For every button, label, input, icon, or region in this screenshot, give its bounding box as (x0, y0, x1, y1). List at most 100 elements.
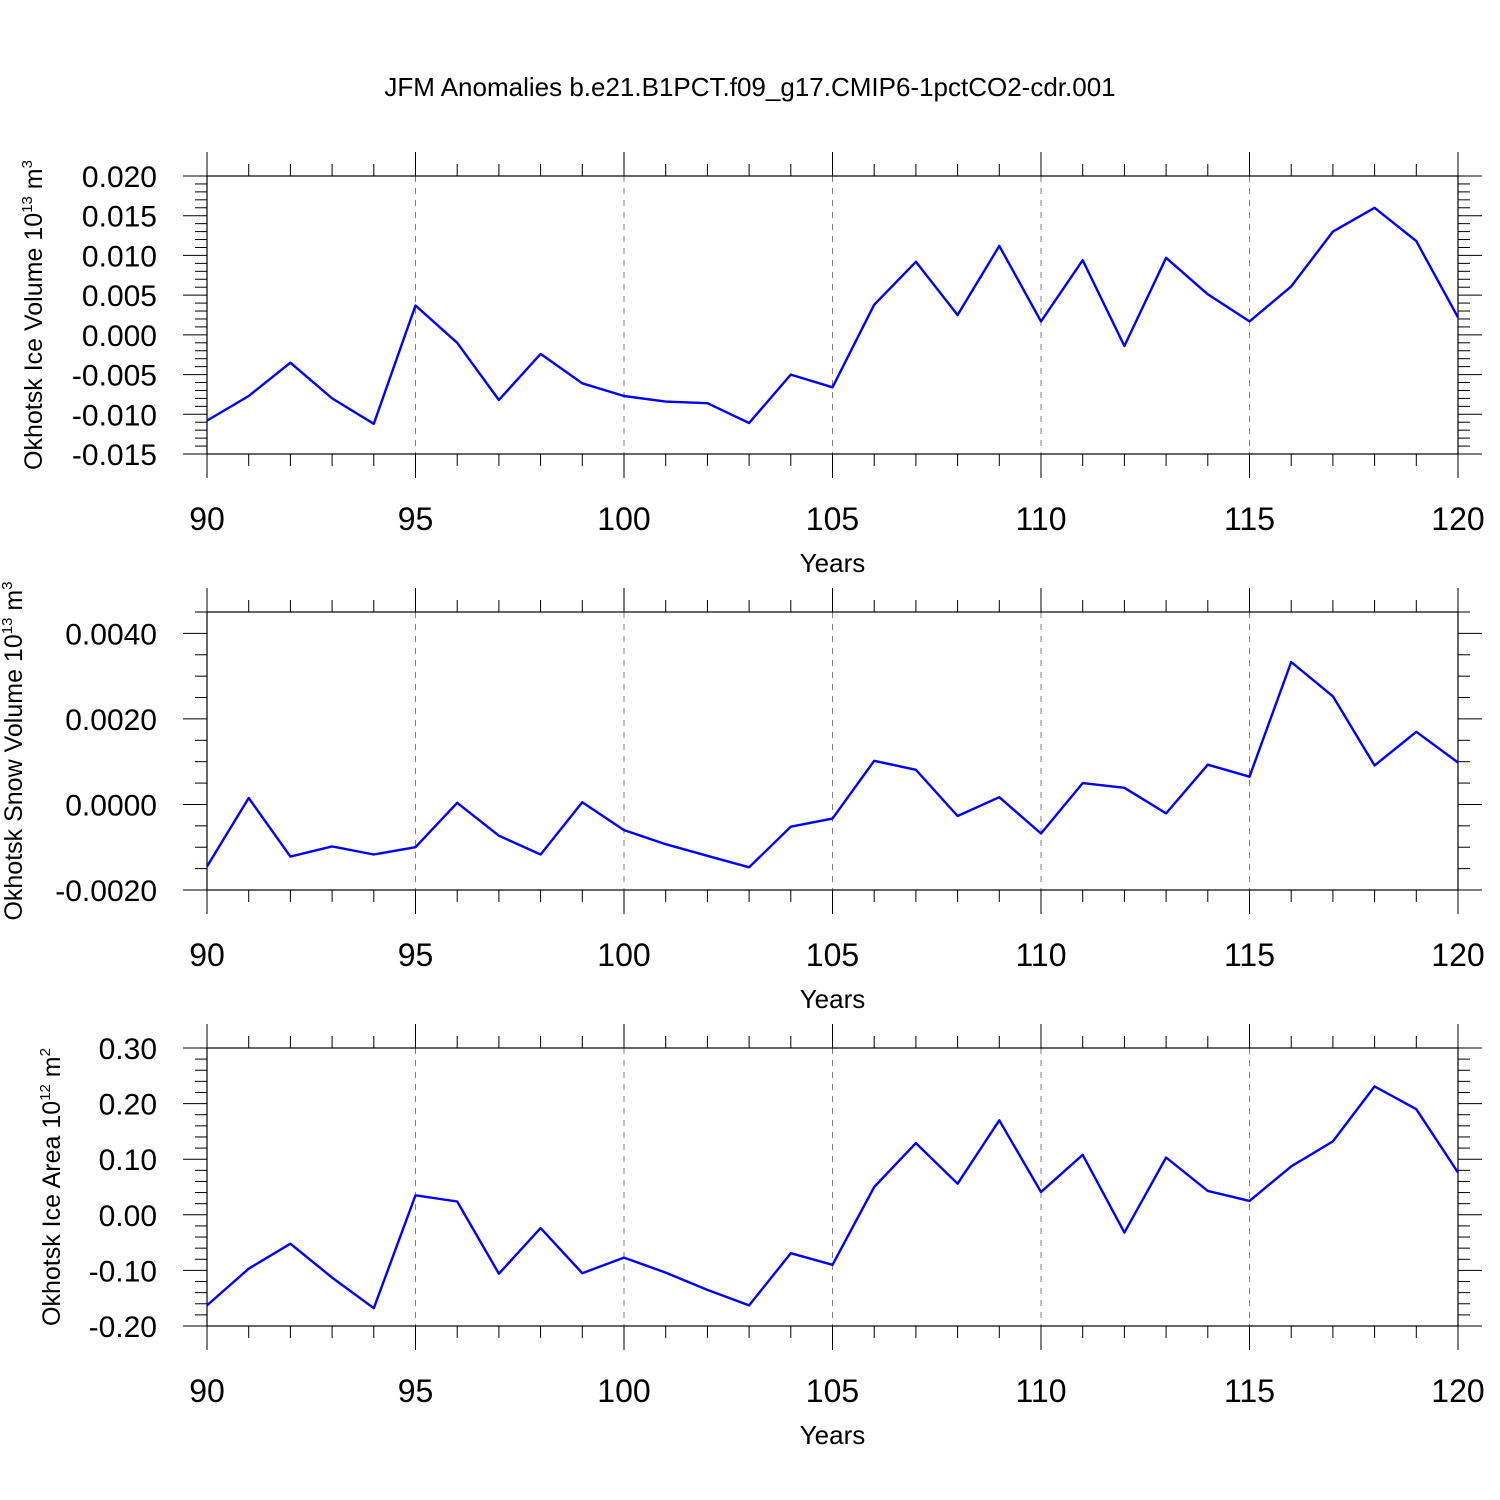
x-tick-label: 115 (1224, 501, 1275, 537)
y-tick-label: 0.0000 (65, 789, 157, 822)
data-point (1164, 256, 1168, 260)
x-tick-label: 105 (806, 501, 859, 537)
x-tick-label: 105 (806, 1373, 859, 1409)
data-point (1206, 292, 1210, 296)
data-point (831, 385, 835, 389)
data-point (1289, 284, 1293, 288)
y-axis-title: Okhotsk Ice Area 1012 m2 (37, 1048, 66, 1326)
data-point (914, 768, 918, 772)
data-point (997, 1118, 1001, 1122)
y-tick-label: 0.015 (82, 201, 157, 234)
data-point (414, 845, 418, 849)
data-point (1289, 660, 1293, 664)
data-point (1122, 786, 1126, 790)
data-point (789, 825, 793, 829)
data-point (1414, 239, 1418, 243)
data-point (789, 1251, 793, 1255)
data-point (747, 1303, 751, 1307)
data-point (1122, 1231, 1126, 1235)
ice-volume-panel: 90 95 100 105 110 115 120 Years -0.015 -0.010 -0.0… (19, 152, 1485, 578)
data-point (1122, 344, 1126, 348)
data-point (1248, 1199, 1252, 1203)
x-tick-label: 100 (597, 937, 650, 973)
series-line (206, 1085, 1460, 1310)
data-point (455, 801, 459, 805)
data-point (664, 1271, 668, 1275)
x-axis-title: Years (800, 548, 866, 578)
data-point (705, 401, 709, 405)
snow-volume-panel: 90 95 100 105 110 115 120 Years -0.0020 0.0000 0.0… (0, 581, 1485, 1014)
x-tick-label: 90 (189, 501, 225, 537)
data-point (455, 1199, 459, 1203)
x-tick-label: 110 (1015, 937, 1066, 973)
x-tick-label: 90 (189, 937, 225, 973)
figure-title: JFM Anomalies b.e21.B1PCT.f09_g17.CMIP6-… (384, 72, 1116, 102)
data-point (372, 422, 376, 426)
data-point (664, 400, 668, 404)
data-point (789, 373, 793, 377)
data-point (497, 1272, 501, 1276)
data-point (1039, 1190, 1043, 1194)
y-tick-label: 0.005 (82, 280, 157, 313)
data-point (831, 1263, 835, 1267)
data-point (747, 421, 751, 425)
data-point (1039, 832, 1043, 836)
data-point (288, 361, 292, 365)
data-point (1456, 315, 1460, 319)
data-point (414, 1193, 418, 1197)
data-point (872, 759, 876, 763)
y-tick-label: 0.0020 (65, 704, 157, 737)
data-point (539, 352, 543, 356)
data-point (1414, 730, 1418, 734)
x-tick-label: 90 (189, 1373, 225, 1409)
ice-area-panel: 90 95 100 105 110 115 120 Years -0.20 -0.10 0.00 0.… (37, 1024, 1485, 1450)
x-tick-label: 105 (806, 937, 859, 973)
y-tick-label: -0.20 (89, 1311, 157, 1344)
y-tick-label: -0.015 (72, 439, 157, 472)
y-axis-title: Okhotsk Ice Volume 1013 m3 (19, 160, 48, 470)
data-point (330, 1276, 334, 1280)
data-point (956, 1182, 960, 1186)
y-tick-label: 0.0040 (65, 618, 157, 651)
data-point (956, 814, 960, 818)
data-point (831, 817, 835, 821)
data-point (205, 419, 209, 423)
data-point (414, 303, 418, 307)
data-point (1206, 1189, 1210, 1193)
data-point (1331, 1139, 1335, 1143)
y-tick-label: 0.20 (99, 1089, 157, 1122)
data-point (747, 865, 751, 869)
y-tick-label: 0.30 (99, 1033, 157, 1066)
x-axis-title: Years (800, 984, 866, 1014)
data-point (247, 394, 251, 398)
data-point (372, 1306, 376, 1310)
data-point (497, 398, 501, 402)
data-point (372, 853, 376, 857)
data-point (288, 855, 292, 859)
data-point (1331, 230, 1335, 234)
x-tick-label: 120 (1431, 937, 1484, 973)
data-point (1248, 319, 1252, 323)
data-point (705, 854, 709, 858)
data-point (1164, 811, 1168, 815)
data-point (1206, 763, 1210, 767)
x-tick-label: 110 (1015, 1373, 1066, 1409)
data-point (622, 394, 626, 398)
data-point (330, 396, 334, 400)
data-point (1456, 761, 1460, 765)
data-point (580, 381, 584, 385)
data-point (580, 800, 584, 804)
x-tick-label: 115 (1224, 937, 1275, 973)
data-point (1414, 1107, 1418, 1111)
y-tick-label: 0.000 (82, 320, 157, 353)
data-point (914, 1141, 918, 1145)
x-tick-label: 120 (1431, 1373, 1484, 1409)
y-tick-label: -0.0020 (55, 875, 157, 908)
data-point (247, 1267, 251, 1271)
data-point (455, 341, 459, 345)
series-line (206, 206, 1460, 425)
data-point (247, 796, 251, 800)
data-point (539, 853, 543, 857)
data-point (1289, 1164, 1293, 1168)
data-point (1164, 1156, 1168, 1160)
